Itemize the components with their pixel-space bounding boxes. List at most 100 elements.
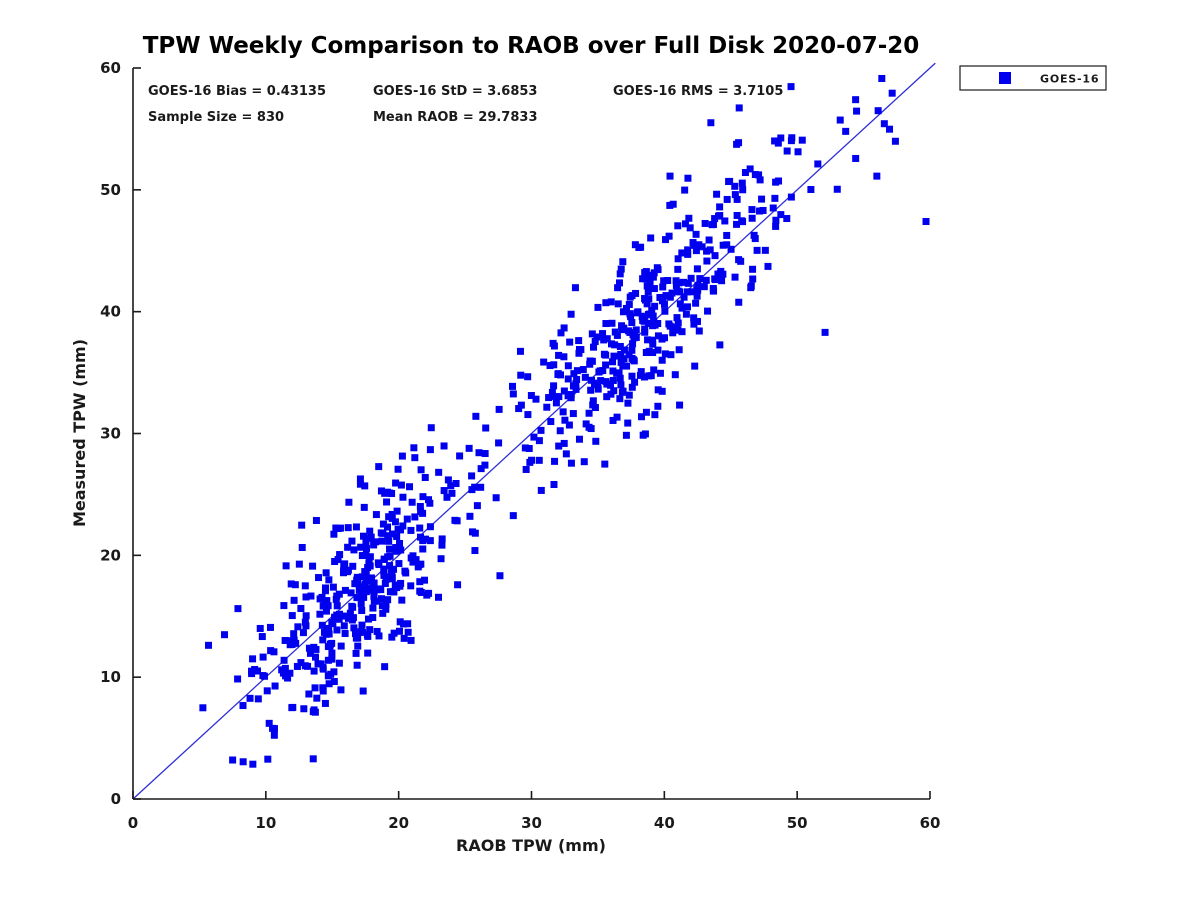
scatter-point bbox=[386, 545, 394, 553]
scatter-point bbox=[611, 328, 619, 336]
scatter-point bbox=[632, 289, 640, 297]
x-axis-label: RAOB TPW (mm) bbox=[456, 836, 606, 855]
scatter-point bbox=[581, 373, 589, 381]
scatter-point bbox=[452, 479, 460, 487]
scatter-point bbox=[777, 211, 785, 219]
scatter-point bbox=[664, 277, 672, 285]
scatter-point bbox=[545, 394, 553, 402]
scatter-point bbox=[311, 684, 319, 692]
scatter-point bbox=[321, 699, 329, 707]
scatter-point bbox=[349, 562, 357, 570]
scatter-point bbox=[624, 419, 632, 427]
scatter-point bbox=[630, 334, 638, 342]
scatter-point bbox=[351, 630, 359, 638]
scatter-point bbox=[388, 633, 396, 641]
scatter-point bbox=[300, 705, 308, 713]
scatter-point bbox=[358, 573, 366, 581]
scatter-point bbox=[798, 136, 806, 144]
scatter-point bbox=[322, 569, 330, 577]
y-tick-label: 60 bbox=[100, 59, 121, 77]
scatter-point bbox=[692, 299, 700, 307]
scatter-point bbox=[683, 288, 691, 296]
scatter-point bbox=[239, 702, 247, 710]
scatter-point bbox=[395, 627, 403, 635]
scatter-point bbox=[318, 621, 326, 629]
scatter-point bbox=[666, 293, 674, 301]
scatter-point bbox=[334, 556, 342, 564]
scatter-point bbox=[750, 231, 758, 239]
scatter-point bbox=[567, 391, 575, 399]
scatter-point bbox=[329, 583, 337, 591]
scatter-point bbox=[678, 328, 686, 336]
scatter-point bbox=[681, 220, 689, 228]
scatter-point bbox=[423, 591, 431, 599]
scatter-point bbox=[675, 346, 683, 354]
scatter-point bbox=[301, 662, 309, 670]
scatter-point bbox=[658, 335, 666, 343]
scatter-point bbox=[617, 350, 625, 358]
scatter-point bbox=[362, 551, 370, 559]
scatter-point bbox=[571, 284, 579, 292]
scatter-point bbox=[362, 545, 370, 553]
scatter-point bbox=[328, 639, 336, 647]
scatter-point bbox=[205, 641, 213, 649]
scatter-point bbox=[733, 211, 741, 219]
scatter-point bbox=[337, 642, 345, 650]
scatter-point bbox=[254, 695, 262, 703]
scatter-point bbox=[392, 479, 400, 487]
scatter-point bbox=[370, 589, 378, 597]
scatter-point bbox=[692, 247, 700, 255]
scatter-point bbox=[588, 330, 596, 338]
scatter-point bbox=[420, 576, 428, 584]
scatter-point bbox=[570, 370, 578, 378]
scatter-point bbox=[325, 576, 333, 584]
scatter-point bbox=[698, 243, 706, 251]
y-tick-label: 0 bbox=[111, 790, 121, 808]
scatter-point bbox=[662, 236, 670, 244]
scatter-point bbox=[878, 74, 886, 82]
stat-mean-raob: Mean RAOB = 29.7833 bbox=[373, 110, 538, 125]
scatter-point bbox=[373, 597, 381, 605]
scatter-point bbox=[556, 427, 564, 435]
scatter-point bbox=[364, 649, 372, 657]
scatter-point bbox=[380, 571, 388, 579]
scatter-point bbox=[661, 307, 669, 315]
scatter-point bbox=[403, 515, 411, 523]
scatter-point bbox=[680, 293, 688, 301]
scatter-point bbox=[454, 581, 462, 589]
scatter-point bbox=[377, 595, 385, 603]
scatter-point bbox=[365, 555, 373, 563]
scatter-point bbox=[634, 308, 642, 316]
scatter-point bbox=[437, 555, 445, 563]
scatter-point bbox=[525, 445, 533, 453]
scatter-point bbox=[589, 401, 597, 409]
scatter-point bbox=[662, 292, 670, 300]
scatter-point bbox=[635, 243, 643, 251]
scatter-point bbox=[335, 615, 343, 623]
scatter-point bbox=[555, 393, 563, 401]
scatter-point bbox=[384, 532, 392, 540]
scatter-point bbox=[409, 552, 417, 560]
scatter-point bbox=[719, 241, 727, 249]
identity-line bbox=[132, 62, 936, 800]
scatter-point bbox=[393, 533, 401, 541]
scatter-point bbox=[396, 540, 404, 548]
scatter-point bbox=[400, 634, 408, 642]
scatter-point bbox=[309, 562, 317, 570]
scatter-point bbox=[378, 537, 386, 545]
stat-std: GOES-16 StD = 3.6853 bbox=[373, 84, 537, 99]
scatter-point bbox=[416, 502, 424, 510]
scatter-point bbox=[515, 405, 523, 413]
scatter-point bbox=[739, 186, 747, 194]
scatter-point bbox=[690, 314, 698, 322]
scatter-point bbox=[280, 602, 288, 610]
scatter-point bbox=[411, 513, 419, 521]
scatter-point bbox=[344, 524, 352, 532]
scatter-point bbox=[540, 358, 548, 366]
scatter-point bbox=[386, 562, 394, 570]
scatter-point bbox=[234, 605, 242, 613]
scatter-point bbox=[333, 626, 341, 634]
scatter-point bbox=[758, 195, 766, 203]
scatter-point bbox=[330, 678, 338, 686]
scatter-point bbox=[365, 560, 373, 568]
